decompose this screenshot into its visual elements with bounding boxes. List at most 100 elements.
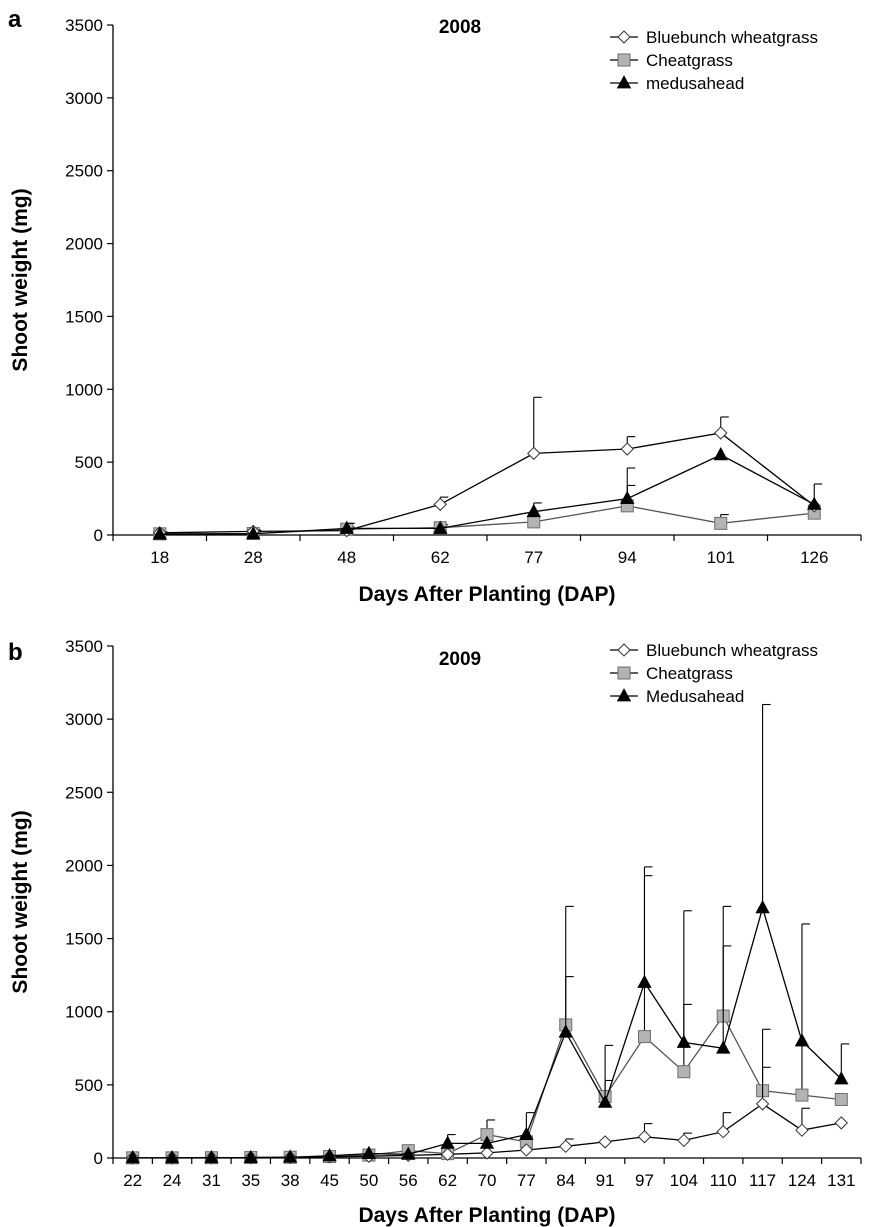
y-tick-label: 500	[75, 453, 103, 472]
data-point	[714, 516, 728, 530]
y-tick-label: 1500	[65, 930, 103, 949]
data-point	[527, 446, 541, 461]
y-tick-label: 500	[75, 1076, 103, 1095]
x-tick-label: 48	[337, 548, 356, 567]
x-tick-label: 126	[800, 548, 828, 567]
legend-label: medusahead	[646, 74, 744, 93]
data-point	[480, 1146, 494, 1160]
data-point	[795, 1123, 809, 1137]
data-point	[282, 1149, 298, 1163]
x-tick-label: 24	[163, 1171, 182, 1190]
x-tick-label: 22	[123, 1171, 142, 1190]
x-tick-label: 131	[827, 1171, 855, 1190]
y-tick-label: 3000	[65, 710, 103, 729]
data-point	[479, 1135, 495, 1149]
panel-letter: b	[8, 639, 23, 666]
x-axis-title: Days After Planting (DAP)	[358, 583, 615, 606]
data-point	[755, 900, 770, 914]
legend: Bluebunch wheatgrass Cheatgrass Medusahead	[610, 641, 818, 706]
data-point	[755, 1097, 770, 1111]
x-tick-label: 124	[788, 1171, 816, 1190]
data-point	[807, 496, 822, 510]
data-point	[620, 442, 634, 456]
legend-label: Bluebunch wheatgrass	[646, 641, 818, 660]
legend-marker	[617, 666, 631, 680]
x-tick-label: 84	[556, 1171, 575, 1190]
data-point	[834, 1092, 848, 1106]
y-tick-label: 2000	[65, 856, 103, 875]
x-tick-label: 104	[670, 1171, 698, 1190]
data-point	[246, 525, 261, 540]
x-tick-label: 45	[320, 1171, 339, 1190]
x-tick-label: 31	[202, 1171, 221, 1190]
legend-label: Cheatgrass	[646, 664, 733, 683]
data-point	[834, 1071, 849, 1085]
data-point	[125, 1150, 140, 1164]
data-point	[322, 1147, 337, 1162]
legend-label: Cheatgrass	[646, 51, 733, 70]
data-point	[598, 1135, 612, 1149]
x-tick-label: 18	[150, 548, 169, 567]
data-point	[637, 974, 652, 988]
x-tick-label: 77	[517, 1171, 536, 1190]
y-tick-label: 1000	[65, 380, 103, 399]
data-point	[716, 1040, 731, 1054]
legend-marker	[616, 688, 632, 702]
data-point	[794, 1033, 810, 1047]
x-tick-label: 35	[241, 1171, 260, 1190]
chart-panel-b: 0 500 1000 1500 2000 2500 3000 3500 22 24 31 35 38 45…	[8, 637, 862, 1227]
data-point	[401, 1146, 416, 1160]
x-tick-label: 62	[438, 1171, 457, 1190]
x-tick-label: 117	[749, 1171, 776, 1190]
legend-label: Bluebunch wheatgrass	[646, 28, 818, 47]
x-tick-label: 28	[244, 548, 263, 567]
x-tick-label: 101	[707, 548, 735, 567]
data-point	[204, 1149, 219, 1164]
y-tick-label: 2500	[65, 162, 103, 181]
data-point	[716, 1124, 730, 1139]
data-point	[637, 1130, 652, 1144]
data-point	[526, 503, 541, 518]
chart-title: 2009	[439, 649, 481, 670]
data-point	[714, 426, 728, 440]
data-point	[243, 1149, 258, 1163]
data-point	[519, 1126, 534, 1140]
x-tick-label: 38	[281, 1171, 300, 1190]
series-medusahead	[152, 447, 823, 540]
data-point	[440, 1135, 455, 1149]
y-tick-label: 0	[94, 526, 103, 545]
series-bluebunch-wheatgrass	[125, 1066, 849, 1165]
legend-marker	[617, 643, 631, 657]
data-point	[559, 1139, 573, 1154]
data-point	[440, 1147, 455, 1162]
y-axis-title: Shoot weight (mg)	[9, 810, 32, 993]
legend-marker	[617, 53, 631, 67]
data-point	[152, 526, 167, 540]
data-point	[527, 515, 541, 529]
data-point	[677, 1133, 691, 1148]
chart-title: 2008	[439, 17, 481, 38]
y-tick-label: 2000	[65, 235, 103, 254]
y-axis-title: Shoot weight (mg)	[9, 188, 32, 371]
x-tick-label: 70	[478, 1171, 497, 1190]
y-tick-label: 3500	[65, 637, 103, 656]
data-point	[597, 1094, 613, 1108]
x-tick-label: 62	[431, 548, 450, 567]
series-line	[159, 454, 815, 535]
data-point	[834, 1116, 849, 1130]
data-point	[795, 1088, 809, 1102]
x-tick-label: 56	[399, 1171, 418, 1190]
x-tick-label: 77	[524, 548, 543, 567]
data-point	[433, 520, 448, 534]
data-point	[361, 1145, 377, 1160]
data-point	[637, 1030, 651, 1044]
y-tick-label: 0	[94, 1149, 103, 1168]
data-point	[433, 497, 447, 512]
x-tick-label: 50	[359, 1171, 378, 1190]
series-medusahead	[125, 703, 850, 1164]
data-point	[676, 1034, 692, 1048]
x-tick-label: 97	[635, 1171, 654, 1190]
legend-marker	[617, 30, 631, 44]
y-tick-label: 3000	[65, 89, 103, 108]
